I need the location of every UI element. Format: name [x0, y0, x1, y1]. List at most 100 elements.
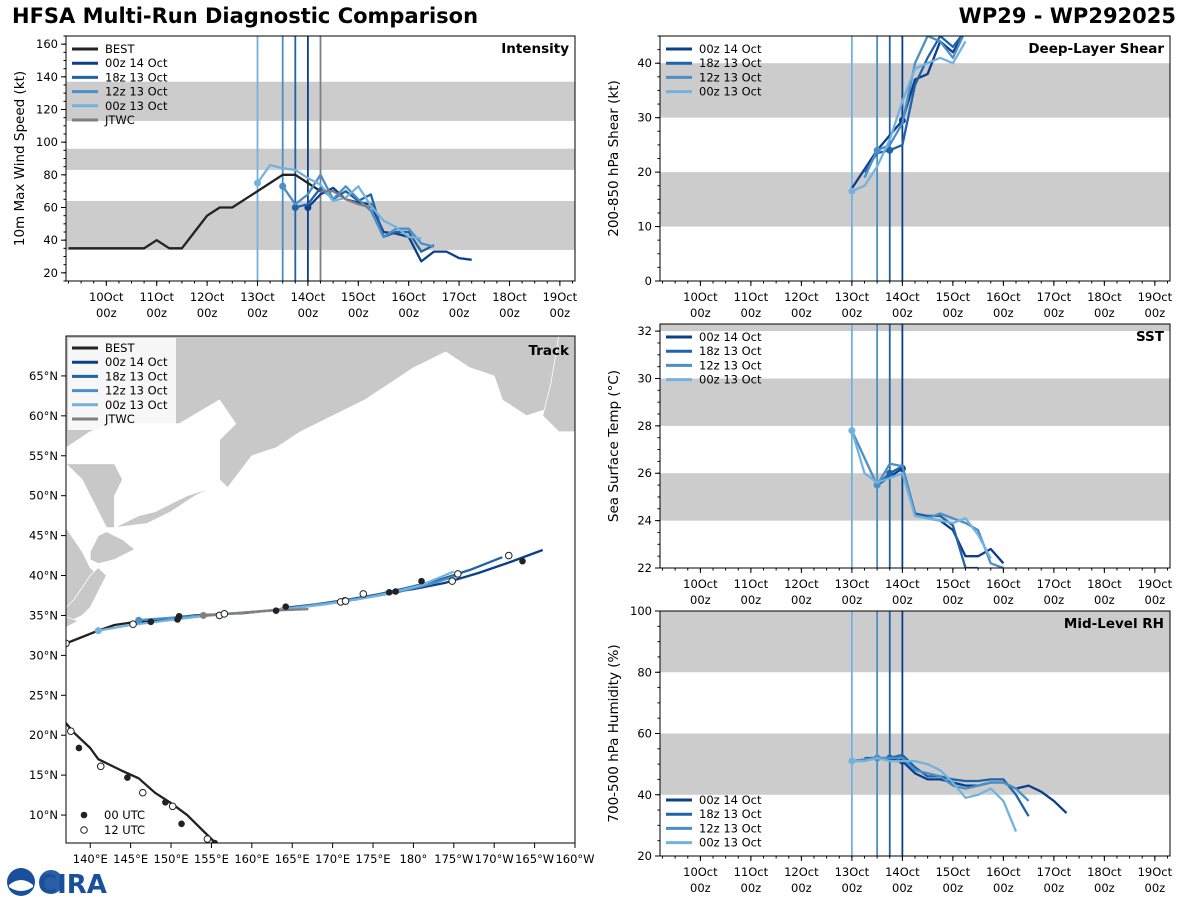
sst-xtick-label-hour: 00z: [690, 593, 711, 607]
shear-panel: 0 10 20 30 40 10Oct 00z 11Oct 00z 12Oct 00z 13Oct 00…: [606, 35, 1173, 320]
rh-series-12z-13-oct: [851, 756, 1030, 802]
track-legend-label-best: BEST: [105, 341, 135, 355]
intensity-ytick-label: 160: [36, 37, 58, 51]
track-series-group: [66, 548, 544, 843]
page-title: HFSA Multi-Run Diagnostic Comparison: [12, 4, 479, 28]
track-legend-label-jtwc: JTWC: [104, 412, 135, 426]
sst-xtick-label-day: 19Oct: [1138, 577, 1173, 591]
shear-series-00z-14-oct: [850, 36, 964, 190]
track-legend-label-00z-14-oct: 00z 14 Oct: [105, 355, 168, 369]
sst-legend-label-00z-13-oct: 00z 13 Oct: [699, 373, 762, 387]
rh-xtick-label-hour: 00z: [690, 881, 711, 895]
intensity-xtick-label-hour: 00z: [298, 306, 319, 320]
rh-ytick-label: 60: [637, 727, 652, 741]
intensity-ytick-label: 60: [43, 201, 58, 215]
rh-band-0: [660, 733, 1170, 795]
intensity-init-marker-12z-13-oct: [279, 182, 287, 190]
sst-series-00z-13-oct: [850, 430, 992, 560]
rh-xtick-label-day: 14Oct: [885, 865, 920, 879]
shear-series-12z-13-oct: [863, 36, 965, 179]
rh-xtick-label-hour: 00z: [1044, 881, 1065, 895]
shear-series-00z-13-oct: [851, 40, 967, 193]
cira-logo-text: CIRA: [38, 870, 107, 899]
intensity-init-marker-18z-13-oct: [291, 204, 299, 211]
track-point-12utc: [138, 788, 147, 797]
track-point-00utc: [282, 603, 290, 610]
rh-ytick-label: 40: [637, 788, 652, 802]
rh-band-1: [660, 611, 1170, 673]
rh-xtick-label-day: 17Oct: [1037, 865, 1072, 879]
rh-xtick-label-hour: 00z: [943, 881, 964, 895]
intensity-xtick-label-hour: 00z: [146, 306, 167, 320]
intensity-legend-label-jtwc: JTWC: [104, 113, 135, 127]
rh-ylabel: 700-500 hPa Humidity (%): [606, 644, 622, 822]
track-ytick-label: 40°N: [29, 569, 58, 583]
shear-ytick-label: 10: [637, 220, 652, 234]
track-point-00utc: [147, 618, 155, 626]
shear-init-marker-00z-13-oct: [848, 187, 856, 195]
intensity-xtick-label-hour: 00z: [550, 306, 571, 320]
rh-xtick-label-day: 11Oct: [734, 865, 769, 879]
track-series-12z-13-oct: [138, 574, 459, 622]
track-legend-00utc-marker: [80, 811, 88, 819]
track-panel: 10°N 15°N 20°N 25°N 30°N 35°N 40°N 45°N 50°N 55°N…: [29, 335, 595, 866]
intensity-init-marker-00z-13-oct: [254, 179, 262, 187]
track-ytick-label: 55°N: [29, 449, 58, 463]
intensity-ylabel: 10m Max Wind Speed (kt): [12, 71, 28, 246]
track-xtick-label: 150°E: [154, 852, 189, 866]
sst-xtick-label-day: 17Oct: [1037, 577, 1072, 591]
rh-legend-label-00z-14-oct: 00z 14 Oct: [699, 793, 762, 807]
track-legend-label-12z-13-oct: 12z 13 Oct: [105, 384, 168, 398]
rh-series-group: [848, 753, 1068, 832]
shear-xtick-label-day: 17Oct: [1037, 290, 1072, 304]
intensity-xtick-label-hour: 00z: [96, 306, 117, 320]
shear-legend-label-18z-13-oct: 18z 13 Oct: [699, 56, 762, 70]
track-point-12utc: [448, 577, 456, 585]
track-xtick-label: 175°W: [434, 852, 473, 866]
intensity-xtick-label-hour: 00z: [398, 306, 419, 320]
track-point-12utc: [220, 610, 229, 618]
rh-legend-label-00z-13-oct: 00z 13 Oct: [699, 836, 762, 850]
track-xtick-label: 170°E: [315, 852, 350, 866]
shear-xtick-label-hour: 00z: [842, 306, 863, 320]
shear-xtick-label-day: 13Oct: [835, 290, 870, 304]
track-xtick-label: 170°W: [475, 852, 514, 866]
noaa-logo-wave: [9, 880, 33, 891]
sst-init-marker-00z-13-oct: [848, 427, 856, 435]
shear-xtick-label-day: 16Oct: [986, 290, 1021, 304]
track-xtick-label: 160°E: [234, 852, 269, 866]
track-xtick-label: 165°E: [275, 852, 310, 866]
rh-legend-label-18z-13-oct: 18z 13 Oct: [699, 807, 762, 821]
intensity-legend-label-00z-13-oct: 00z 13 Oct: [105, 99, 168, 113]
sst-ytick-label: 24: [637, 514, 652, 528]
track-init-marker-jtwc: [199, 611, 207, 619]
shear-xtick-label-hour: 00z: [993, 306, 1014, 320]
track-ytick-label: 50°N: [29, 489, 58, 503]
track-ytick-label: 10°N: [29, 808, 58, 822]
rh-title: Mid-Level RH: [1064, 616, 1164, 632]
track-point-00utc: [75, 744, 83, 752]
rh-panel: 20 40 60 80 100 10Oct 00z 11Oct 00z 12Oct 00z 13Oct…: [606, 604, 1173, 895]
track-point-00utc: [174, 616, 181, 623]
track-legend-bg: [68, 338, 176, 430]
shear-xtick-label-hour: 00z: [1094, 306, 1115, 320]
sst-ytick-label: 30: [637, 371, 652, 385]
sst-xtick-label-hour: 00z: [1145, 593, 1166, 607]
shear-title: Deep-Layer Shear: [1028, 41, 1164, 57]
noaa-cira-logo: CIRA: [7, 868, 107, 899]
rh-xtick-label-hour: 00z: [892, 881, 913, 895]
sst-panel: 22 24 26 28 30 32 10Oct 00z 11Oct 00z 12Oct 00z 13Oc…: [606, 323, 1173, 607]
track-xtick-label: 165°W: [515, 852, 554, 866]
sst-xtick-label-day: 16Oct: [986, 577, 1021, 591]
rh-xtick-label-day: 12Oct: [784, 865, 819, 879]
alaska-land: [542, 336, 575, 433]
track-point-00utc: [124, 774, 131, 781]
track-frame: [65, 335, 576, 844]
track-ytick-label: 30°N: [29, 648, 58, 662]
intensity-xtick-label-day: 11Oct: [139, 290, 174, 304]
track-xtick-label: 140°E: [73, 852, 108, 866]
sst-xtick-label-hour: 00z: [791, 593, 812, 607]
sst-init-marker-18z-13-oct: [886, 469, 894, 477]
sst-xtick-label-hour: 00z: [1094, 593, 1115, 607]
